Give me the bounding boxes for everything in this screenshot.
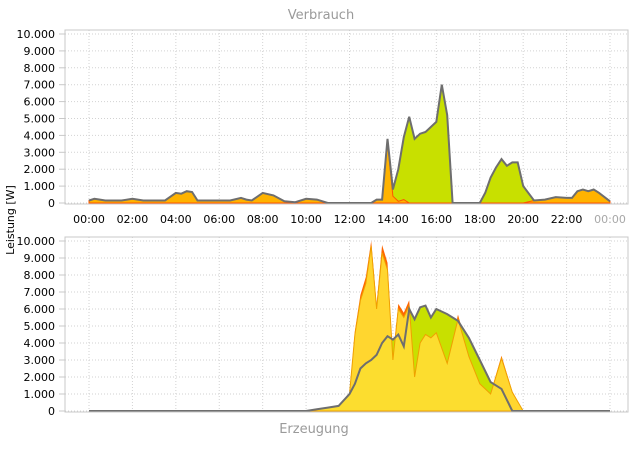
y-tick-label: 2.000 xyxy=(24,163,56,176)
consumption-x-ticks: 00:00 02:00 04:00 06:00 08:00 10:00 12:00 14:00… xyxy=(73,213,626,226)
y-tick-label: 5.000 xyxy=(24,113,56,126)
y-tick-label: 8.000 xyxy=(24,62,56,75)
consumption-y-ticks: 0 1.000 2.000 3.000 4.000 5.000 6.000 7.000 8.00… xyxy=(17,28,65,210)
y-tick-label: 6.000 xyxy=(24,303,56,316)
y-tick-label: 6.000 xyxy=(24,96,56,109)
y-tick-label: 10.000 xyxy=(17,28,56,41)
x-tick-label: 22:00 xyxy=(551,213,583,226)
generation-plot-frame xyxy=(64,236,629,413)
y-tick-label: 7.000 xyxy=(24,79,56,92)
x-tick-label: 06:00 xyxy=(203,213,235,226)
y-tick-label: 9.000 xyxy=(24,252,56,265)
generation-chart: 0 1.000 2.000 3.000 4.000 5.000 6.000 7.000 8.00… xyxy=(17,235,629,437)
generation-chart-title: Erzeugung xyxy=(279,422,349,437)
y-tick-label: 9.000 xyxy=(24,45,56,58)
y-tick-label: 3.000 xyxy=(24,354,56,367)
consumption-chart: Verbrauch 0 1.000 2.000 3.000 4.000 5.000 6.00… xyxy=(17,8,629,226)
consumption-line xyxy=(88,84,611,204)
x-tick-label: 02:00 xyxy=(117,213,149,226)
generation-areas xyxy=(89,241,610,412)
x-tick-label: 16:00 xyxy=(420,213,452,226)
x-tick-label: 12:00 xyxy=(334,213,366,226)
x-tick-label: 04:00 xyxy=(160,213,192,226)
y-axis-label: Leistung [W] xyxy=(4,185,17,255)
y-tick-label: 5.000 xyxy=(24,320,56,333)
y-tick-label: 4.000 xyxy=(24,129,56,142)
y-tick-label: 0 xyxy=(48,197,55,210)
consumption-gridlines xyxy=(65,30,628,204)
generation-y-ticks: 0 1.000 2.000 3.000 4.000 5.000 6.000 7.000 8.00… xyxy=(17,235,65,418)
x-tick-label: 14:00 xyxy=(377,213,409,226)
y-tick-label: 1.000 xyxy=(24,388,56,401)
x-tick-label: 00:00 xyxy=(73,213,105,226)
x-tick-label: 20:00 xyxy=(507,213,539,226)
consumption-areas xyxy=(88,84,611,204)
y-tick-label: 7.000 xyxy=(24,286,56,299)
x-tick-label: 00:00 xyxy=(594,213,626,226)
self-supply-area xyxy=(88,142,611,204)
generation-gridlines xyxy=(65,237,628,412)
consumption-chart-title: Verbrauch xyxy=(288,8,354,23)
generation-consumption-line xyxy=(89,304,610,412)
y-tick-label: 4.000 xyxy=(24,337,56,350)
y-tick-label: 1.000 xyxy=(24,180,56,193)
y-tick-label: 8.000 xyxy=(24,269,56,282)
x-tick-label: 08:00 xyxy=(247,213,279,226)
x-tick-label: 10:00 xyxy=(290,213,322,226)
consumption-plot-frame xyxy=(64,29,629,205)
x-tick-label: 18:00 xyxy=(464,213,496,226)
y-tick-label: 3.000 xyxy=(24,146,56,159)
y-tick-label: 10.000 xyxy=(17,235,56,248)
y-tick-label: 0 xyxy=(48,405,55,418)
y-tick-label: 2.000 xyxy=(24,371,56,384)
